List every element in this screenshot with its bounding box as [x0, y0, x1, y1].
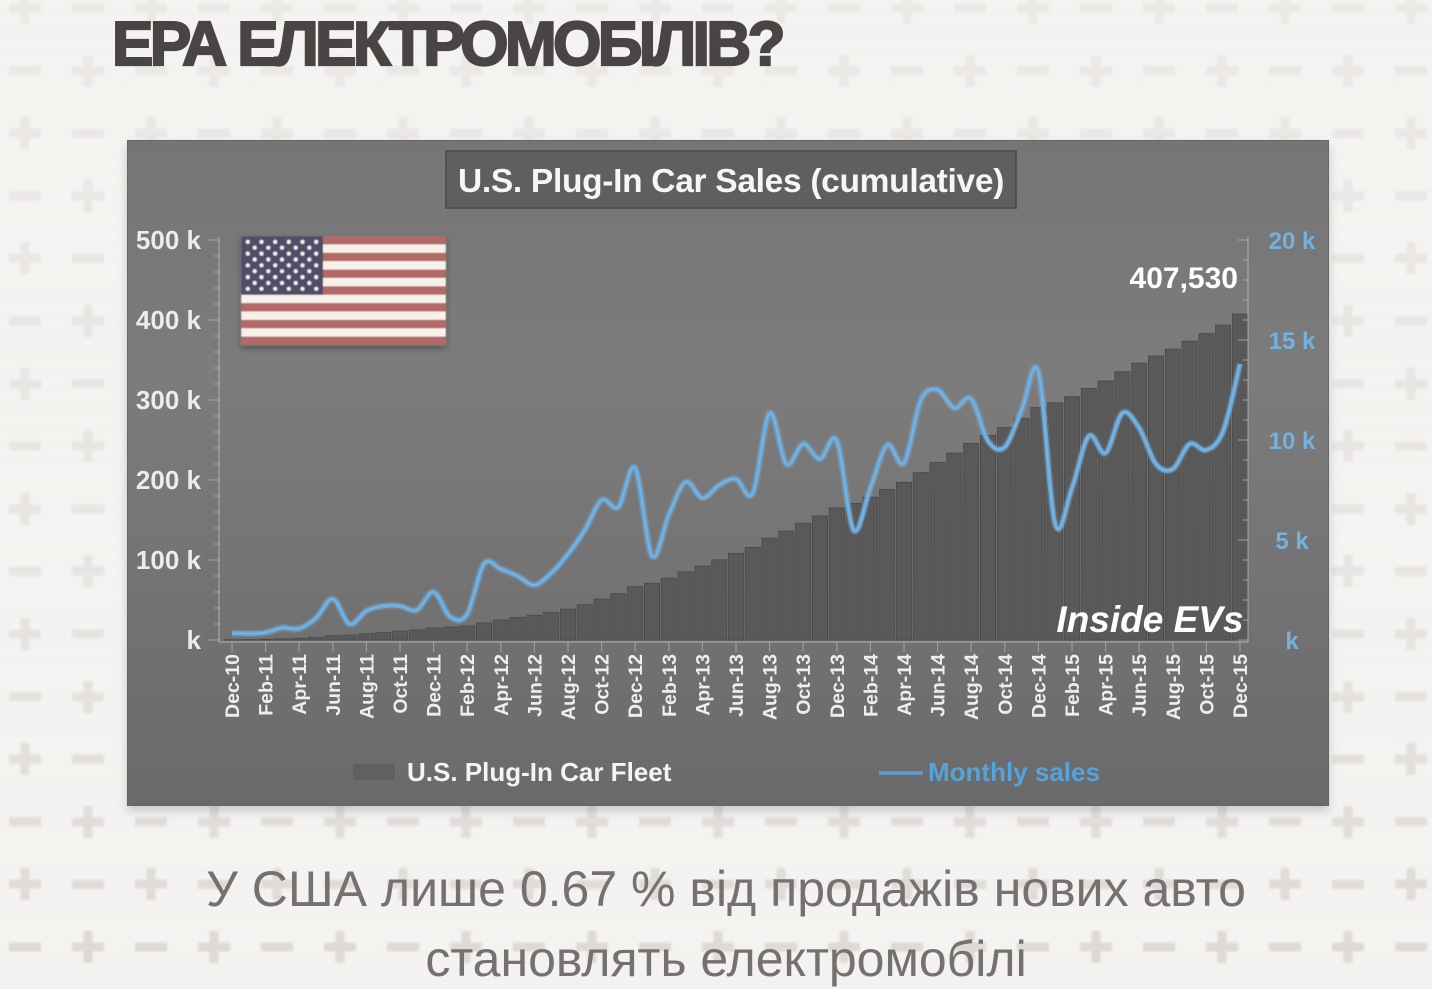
svg-text:k: k	[1285, 628, 1299, 655]
svg-text:U.S. Plug-In Car Sales (cumula: U.S. Plug-In Car Sales (cumulative)	[458, 163, 1004, 200]
svg-text:Apr-15: Apr-15	[1096, 654, 1118, 716]
svg-text:Dec-12: Dec-12	[625, 654, 647, 718]
svg-text:Dec-14: Dec-14	[1028, 654, 1050, 718]
svg-text:Aug-12: Aug-12	[558, 654, 580, 720]
svg-text:Feb-13: Feb-13	[659, 654, 681, 717]
svg-text:k: k	[187, 625, 202, 655]
svg-text:500 k: 500 k	[136, 225, 202, 255]
svg-text:Dec-15: Dec-15	[1230, 654, 1252, 718]
svg-text:10 k: 10 k	[1269, 428, 1316, 455]
svg-text:Apr-12: Apr-12	[491, 654, 513, 716]
svg-text:Jun-11: Jun-11	[323, 654, 345, 716]
svg-text:Oct-11: Oct-11	[390, 654, 412, 714]
svg-text:300 k: 300 k	[136, 385, 202, 415]
svg-text:U.S. Plug-In Car Fleet: U.S. Plug-In Car Fleet	[407, 757, 672, 787]
svg-text:Jun-12: Jun-12	[524, 654, 546, 717]
svg-text:Dec-11: Dec-11	[424, 654, 446, 717]
svg-text:Feb-12: Feb-12	[457, 654, 479, 717]
svg-text:Oct-15: Oct-15	[1196, 654, 1218, 715]
svg-text:Jun-15: Jun-15	[1129, 654, 1151, 717]
svg-text:Inside EVs: Inside EVs	[1056, 599, 1243, 640]
svg-text:Oct-12: Oct-12	[592, 654, 614, 715]
svg-text:Dec-13: Dec-13	[827, 654, 849, 718]
svg-text:Aug-11: Aug-11	[356, 654, 378, 719]
svg-text:Apr-13: Apr-13	[692, 654, 714, 716]
svg-text:100 k: 100 k	[136, 545, 202, 575]
svg-text:Aug-14: Aug-14	[961, 654, 983, 720]
svg-text:Apr-14: Apr-14	[894, 654, 916, 716]
svg-text:20 k: 20 k	[1269, 228, 1316, 255]
svg-text:Monthly sales: Monthly sales	[928, 757, 1100, 787]
svg-text:Feb-11: Feb-11	[256, 654, 278, 716]
svg-text:Dec-10: Dec-10	[222, 654, 244, 718]
svg-text:5 k: 5 k	[1275, 528, 1309, 555]
svg-text:200 k: 200 k	[136, 465, 202, 495]
svg-text:Feb-14: Feb-14	[860, 654, 882, 717]
svg-text:407,530: 407,530	[1130, 262, 1238, 295]
svg-text:Aug-15: Aug-15	[1163, 654, 1185, 720]
svg-text:400 k: 400 k	[136, 305, 202, 335]
svg-text:Aug-13: Aug-13	[760, 654, 782, 720]
svg-text:Jun-14: Jun-14	[928, 654, 950, 717]
svg-text:15 k: 15 k	[1269, 328, 1316, 355]
svg-text:Oct-14: Oct-14	[995, 654, 1017, 715]
svg-text:Apr-11: Apr-11	[289, 654, 311, 715]
svg-text:Feb-15: Feb-15	[1062, 654, 1084, 717]
svg-text:Oct-13: Oct-13	[793, 654, 815, 715]
svg-text:Jun-13: Jun-13	[726, 654, 748, 717]
